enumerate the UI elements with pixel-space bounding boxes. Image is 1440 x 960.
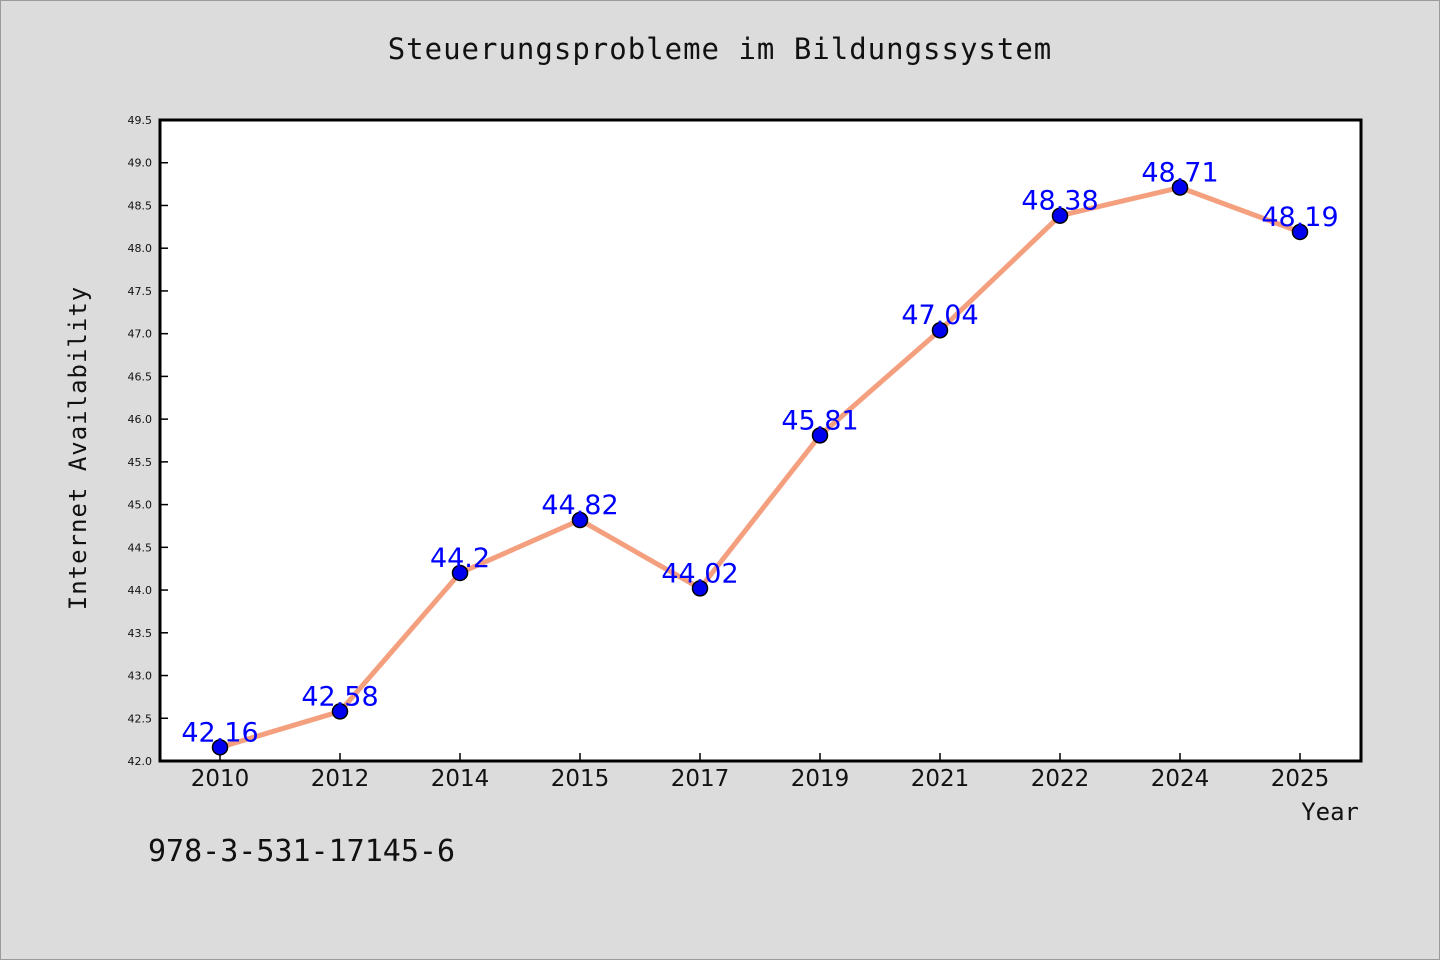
y-tick-label: 46.0 (128, 413, 153, 426)
y-axis-label: Internet Availability (64, 286, 92, 610)
y-tick-label: 47.0 (128, 328, 153, 341)
x-tick-label: 2017 (671, 766, 730, 792)
y-tick-label: 47.5 (128, 285, 153, 298)
y-tick-label: 44.5 (128, 541, 153, 554)
x-tick-label: 2012 (311, 766, 370, 792)
data-point (331, 703, 349, 720)
data-point (691, 580, 709, 597)
data-point (1171, 179, 1189, 196)
x-axis: 2010 2012 2014 2015 2017 2019 2021 2022 2024 2025 (191, 753, 1330, 792)
y-tick-label: 43.0 (128, 670, 153, 683)
data-labels: 42.16 42.58 44.2 44.82 44.02 45.81 47.04 48.38 4… (181, 158, 1338, 749)
x-tick-label: 2025 (1271, 766, 1330, 792)
y-tick-label: 45.0 (128, 499, 153, 512)
y-tick-label: 48.5 (128, 199, 153, 212)
y-tick-label: 49.0 (128, 157, 153, 170)
x-tick-label: 2022 (1031, 766, 1090, 792)
y-tick-label: 42.0 (128, 755, 153, 768)
y-tick-label: 45.5 (128, 456, 153, 469)
x-tick-label: 2019 (791, 766, 850, 792)
data-label: 44.82 (541, 490, 618, 521)
plot-area (158, 118, 1363, 763)
data-point (931, 321, 949, 339)
y-tick-label: 43.5 (128, 627, 153, 640)
series-line (217, 185, 1303, 750)
data-label: 42.16 (181, 717, 258, 748)
data-point (1051, 207, 1069, 224)
x-axis-label: Year (1301, 798, 1359, 826)
data-label: 48.19 (1261, 202, 1338, 233)
x-tick-label: 2010 (191, 766, 250, 792)
data-markers (211, 179, 1309, 756)
y-tick-label: 46.5 (128, 370, 153, 383)
data-label: 48.38 (1021, 186, 1098, 217)
y-tick-label: 44.0 (128, 584, 153, 597)
x-tick-label: 2014 (431, 766, 490, 792)
data-label: 44.02 (661, 558, 738, 589)
data-point (211, 739, 229, 756)
chart-title: Steuerungsprobleme im Bildungssystem (387, 32, 1053, 66)
data-point (811, 427, 829, 444)
y-tick-label: 48.0 (128, 242, 153, 255)
data-label: 45.81 (781, 405, 858, 436)
data-label: 48.71 (1141, 158, 1218, 189)
x-tick-label: 2021 (911, 766, 970, 792)
x-tick-label: 2024 (1151, 766, 1210, 792)
isbn-annotation: 978-3-531-17145-6 (148, 834, 456, 869)
data-point (1291, 223, 1309, 241)
data-label: 47.04 (901, 300, 978, 331)
data-point (571, 511, 589, 529)
data-point (451, 564, 469, 582)
x-tick-label: 2015 (551, 766, 610, 792)
y-tick-label: 42.5 (128, 712, 153, 725)
y-tick-label: 49.5 (128, 114, 153, 127)
data-label: 42.58 (301, 681, 378, 712)
y-axis: 42.0 42.5 43.0 43.5 44.0 44.5 45.0 45.5 46.0 46.5… (128, 114, 168, 768)
data-label: 44.2 (430, 543, 490, 574)
